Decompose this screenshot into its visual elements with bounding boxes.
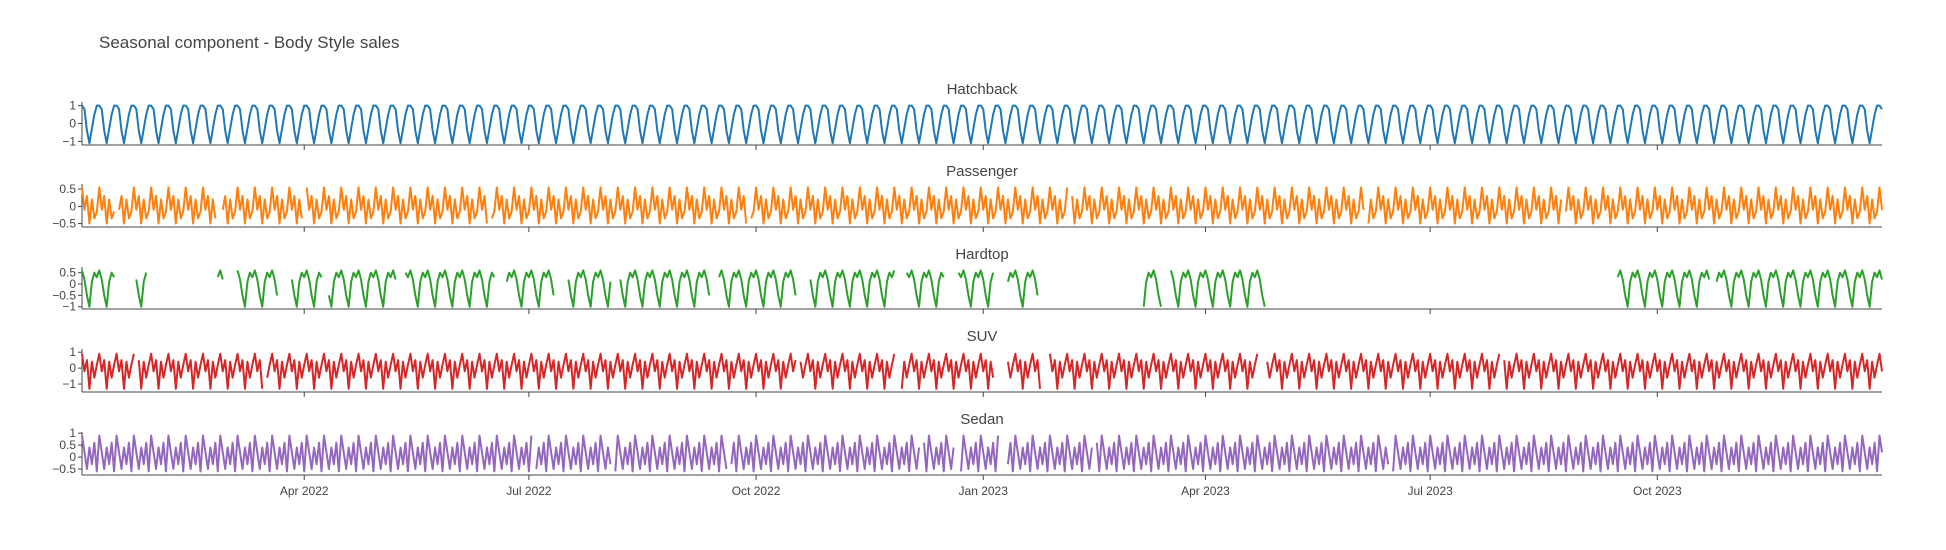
chart-title: Seasonal component - Body Style sales: [99, 33, 400, 52]
series-line-hardtop: [290, 269, 323, 308]
series-line-suv: [1006, 352, 1042, 390]
series-line-sedan: [1095, 434, 1390, 473]
series-line-hardtop: [1715, 269, 1883, 308]
series-line-hardtop: [505, 269, 555, 308]
x-tick-label: Oct 2022: [732, 484, 781, 498]
y-tick-label: 1: [69, 345, 76, 359]
series-line-sedan: [960, 434, 1000, 473]
y-tick-label: 0.5: [59, 182, 76, 196]
y-tick-label: −0.5: [52, 462, 76, 476]
series-line-hardtop: [619, 269, 711, 308]
y-tick-label: −1: [62, 134, 76, 148]
panel-title: Hardtop: [955, 246, 1008, 263]
series-line-sedan: [922, 434, 955, 473]
series-line-suv: [799, 352, 896, 390]
y-tick-label: 0: [69, 361, 76, 375]
series-line-suv: [900, 352, 995, 390]
series-line-sedan: [535, 434, 612, 473]
y-tick-label: 1: [69, 426, 76, 440]
series-line-hardtop: [957, 269, 995, 308]
series-line-hardtop: [718, 269, 797, 308]
y-tick-label: −0.5: [52, 288, 76, 302]
panel-title: Passenger: [946, 163, 1018, 180]
series-line-hardtop: [1006, 269, 1039, 308]
series-line-suv: [1266, 352, 1501, 390]
x-tick-label: Oct 2023: [1633, 484, 1682, 498]
series-line-hardtop: [567, 269, 612, 308]
series-line-hardtop: [81, 269, 115, 308]
series-line-hardtop: [216, 269, 224, 280]
y-tick-label: 1: [69, 99, 76, 113]
series-line-passenger: [750, 186, 1069, 225]
series-line-passenger: [1071, 186, 1365, 225]
series-line-passenger: [221, 186, 303, 225]
series-line-passenger: [118, 186, 217, 225]
series-line-sedan: [730, 434, 921, 473]
series-line-suv: [137, 352, 264, 390]
x-tick-label: Jan 2023: [959, 484, 1009, 498]
series-line-suv: [1503, 352, 1883, 390]
series-line-hardtop: [1169, 269, 1266, 308]
y-tick-label: −0.5: [52, 217, 76, 231]
series-line-passenger: [1367, 186, 1563, 225]
series-line-hardtop: [1142, 269, 1162, 307]
x-tick-label: Jul 2023: [1407, 484, 1453, 498]
series-line-sedan: [81, 434, 533, 473]
series-line-suv: [81, 352, 135, 390]
y-tick-label: −1: [62, 300, 76, 314]
series-line-suv: [1048, 352, 1259, 390]
series-line-hardtop: [327, 269, 397, 308]
series-line-passenger: [490, 186, 748, 225]
y-tick-label: 0: [69, 450, 76, 464]
series-line-hardtop: [404, 269, 496, 308]
series-line-hardtop: [135, 272, 148, 308]
panel-title: Hatchback: [947, 81, 1018, 98]
series-line-passenger: [1564, 186, 1883, 225]
series-line-sedan: [1006, 434, 1093, 473]
x-tick-label: Apr 2022: [280, 484, 329, 498]
series-line-passenger: [81, 186, 116, 225]
series-line-hardtop: [905, 269, 945, 308]
series-line-suv: [266, 352, 797, 390]
panel-title: Sedan: [960, 411, 1003, 428]
series-line-hardtop: [809, 269, 896, 308]
y-tick-label: 0.5: [59, 438, 76, 452]
series-line-sedan: [614, 434, 728, 473]
series-line-passenger: [305, 186, 488, 225]
y-tick-label: 0: [69, 117, 76, 131]
series-line-hardtop: [236, 269, 279, 308]
series-line-sedan: [1392, 434, 1883, 473]
x-tick-label: Jul 2022: [506, 484, 552, 498]
series-line-hardtop: [1616, 269, 1711, 308]
y-tick-label: −1: [62, 377, 76, 391]
x-tick-label: Apr 2023: [1181, 484, 1230, 498]
y-tick-label: 0: [69, 199, 76, 213]
panel-title: SUV: [967, 328, 998, 345]
y-tick-label: 0.5: [59, 266, 76, 280]
y-tick-label: 0: [69, 277, 76, 291]
series-line-hatchback: [81, 104, 1883, 145]
